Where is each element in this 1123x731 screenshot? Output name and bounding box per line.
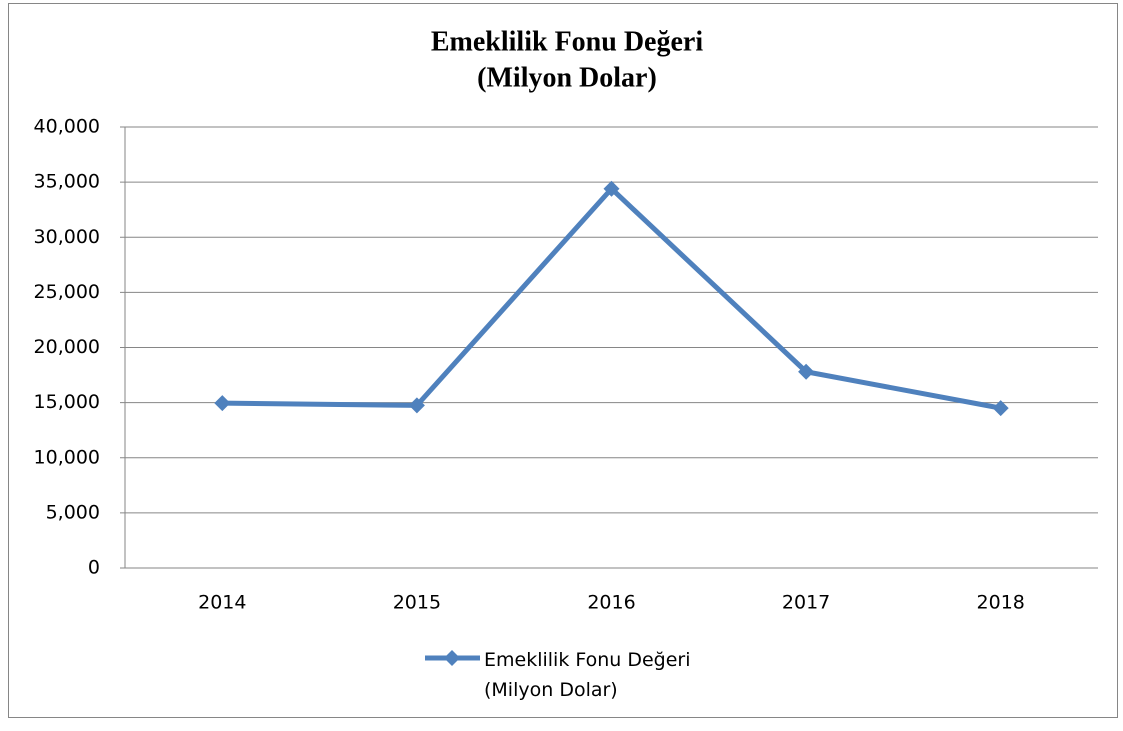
legend-marker: [444, 650, 460, 666]
point-marker: [992, 400, 1009, 417]
point-marker: [214, 395, 231, 412]
chart-title: (Milyon Dolar): [477, 62, 657, 93]
y-tick-label: 25,000: [34, 281, 100, 303]
y-tick-label: 20,000: [34, 336, 100, 358]
y-tick-label: 5,000: [46, 501, 100, 523]
x-tick-label: 2014: [198, 592, 246, 614]
point-marker: [408, 397, 425, 414]
point-marker: [603, 180, 620, 197]
x-tick-label: 2017: [782, 592, 830, 614]
y-tick-label: 0: [88, 557, 100, 579]
legend-label: Emeklilik Fonu Değeri (Milyon Dolar): [484, 649, 691, 701]
x-tick-label: 2018: [977, 592, 1025, 614]
y-tick-label: 40,000: [34, 116, 100, 138]
point-marker: [798, 363, 815, 380]
y-tick-label: 10,000: [34, 446, 100, 468]
y-tick-label: 15,000: [34, 391, 100, 413]
x-tick-label: 2016: [587, 592, 635, 614]
chart-title: Emeklilik Fonu Değeri: [431, 26, 703, 57]
y-tick-label: 30,000: [34, 226, 100, 248]
y-tick-label: 35,000: [34, 171, 100, 193]
chart-border: [8, 3, 1118, 718]
x-tick-label: 2015: [393, 592, 441, 614]
